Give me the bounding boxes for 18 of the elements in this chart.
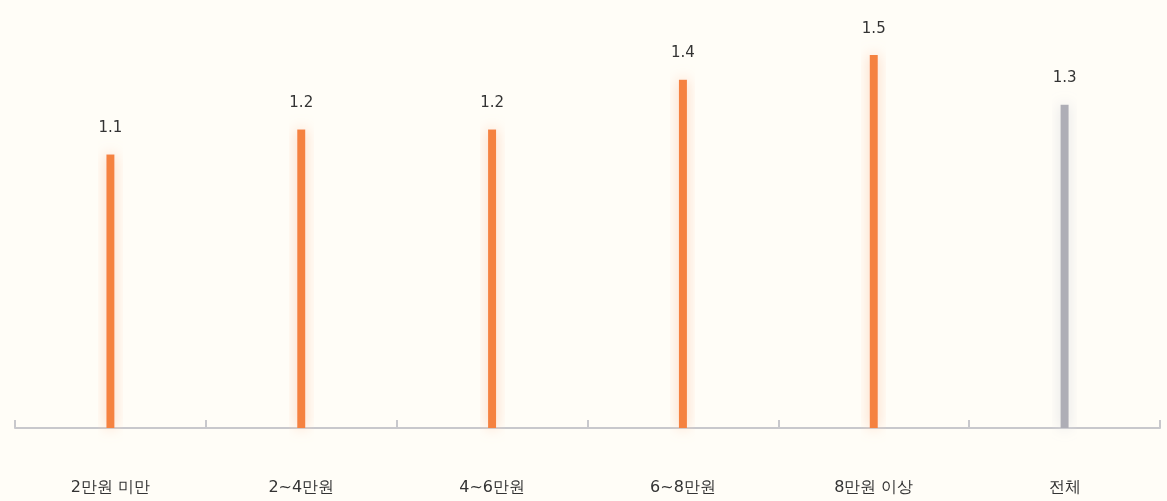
x-tick-label: 6~8만원: [650, 476, 716, 496]
data-label: 1.4: [670, 43, 695, 62]
x-tick-label: 2만원 미만: [70, 476, 151, 496]
x-tick-label: 8만원 이상: [834, 476, 914, 496]
x-tick-label: 전체: [1048, 476, 1081, 496]
data-label: 1.2: [289, 93, 314, 112]
bar: [678, 79, 687, 428]
data-label: 1.1: [98, 117, 123, 136]
bar: [106, 154, 115, 428]
data-label: 1.3: [1052, 68, 1077, 87]
x-tick-label: 4~6만원: [459, 476, 525, 496]
data-label: 1.5: [861, 18, 886, 37]
x-tick-label: 2~4만원: [268, 476, 335, 496]
data-label: 1.2: [480, 93, 505, 112]
bar: [297, 129, 306, 428]
bar: [1060, 104, 1069, 428]
bar: [488, 129, 497, 428]
bar: [869, 55, 878, 428]
